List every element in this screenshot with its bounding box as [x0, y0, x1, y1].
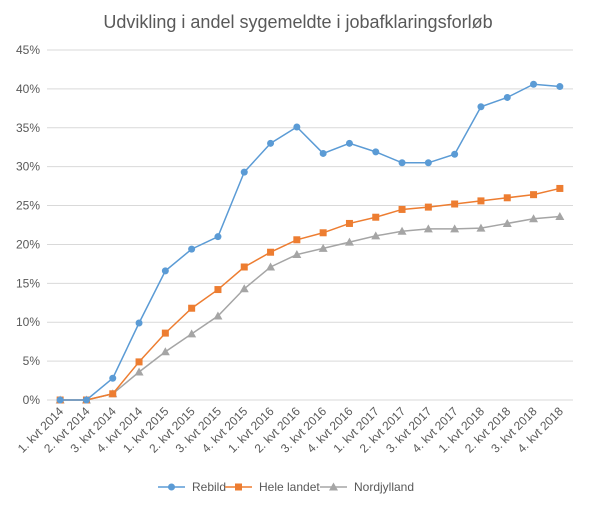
data-point-nordjylland [423, 224, 433, 233]
data-point-rebild [556, 83, 564, 91]
data-point-hele-landet [503, 194, 511, 202]
series-nordjylland [55, 211, 565, 404]
y-tick-label: 40% [16, 82, 40, 96]
data-point-rebild [82, 396, 90, 404]
series-hele-landet [56, 184, 564, 404]
data-point-rebild [135, 319, 143, 327]
data-point-rebild [240, 168, 248, 176]
data-point-nordjylland [134, 367, 144, 376]
series-line-hele-landet [60, 187, 561, 401]
y-tick-label: 35% [16, 121, 40, 135]
data-point-hele-landet [398, 205, 406, 213]
data-point-hele-landet [372, 213, 380, 221]
chart-title: Udvikling i andel sygemeldte i jobafklar… [103, 12, 492, 32]
legend-item-rebild: Rebild [158, 480, 226, 494]
y-tick-label: 0% [23, 393, 41, 407]
y-tick-label: 30% [16, 160, 40, 174]
data-point-rebild [161, 267, 169, 275]
series-rebild [56, 80, 564, 404]
data-point-hele-landet [161, 329, 169, 337]
data-point-hele-landet [424, 203, 432, 211]
y-tick-label: 45% [16, 43, 40, 57]
data-point-rebild [372, 148, 380, 156]
data-point-nordjylland [318, 243, 328, 252]
data-point-rebild [530, 80, 538, 88]
legend-marker [235, 483, 242, 491]
data-point-hele-landet [293, 236, 301, 244]
data-point-nordjylland [239, 284, 249, 293]
data-point-nordjylland [555, 211, 565, 220]
data-point-hele-landet [556, 184, 564, 192]
legend-marker [168, 483, 175, 491]
legend: Rebild Hele landet Nordjylland [158, 480, 414, 494]
data-point-rebild [319, 149, 327, 157]
data-point-nordjylland [529, 214, 539, 223]
data-point-rebild [109, 374, 117, 382]
data-point-rebild [188, 245, 196, 253]
data-point-rebild [345, 139, 353, 147]
data-point-hele-landet [345, 219, 353, 227]
data-point-rebild [293, 123, 301, 131]
legend-item-nordjylland: Nordjylland [320, 480, 414, 494]
data-point-nordjylland [213, 311, 223, 320]
data-point-rebild [214, 233, 222, 241]
data-point-rebild [477, 103, 485, 111]
data-point-rebild [267, 139, 275, 147]
y-tick-label: 15% [16, 276, 40, 290]
legend-label: Hele landet [259, 480, 320, 494]
series-line-nordjylland [60, 215, 560, 401]
legend-label: Rebild [192, 480, 226, 494]
y-tick-label: 5% [23, 354, 41, 368]
y-axis-ticks: 0% 5% 10% 15% 20% 25% 30% 35% 40% 45% [16, 43, 40, 407]
y-tick-label: 25% [16, 199, 40, 213]
data-point-hele-landet [214, 286, 222, 294]
legend-marker [329, 482, 338, 491]
data-point-rebild [56, 396, 64, 404]
data-point-hele-landet [530, 191, 538, 199]
gridlines [47, 49, 573, 401]
data-point-rebild [398, 159, 406, 167]
data-point-rebild [503, 93, 511, 101]
data-point-nordjylland [397, 226, 407, 235]
data-point-nordjylland [502, 218, 512, 227]
data-point-hele-landet [109, 390, 117, 398]
data-point-nordjylland [266, 262, 276, 271]
data-point-nordjylland [371, 231, 381, 240]
series-lines [55, 80, 565, 404]
data-point-hele-landet [240, 263, 248, 271]
data-point-hele-landet [188, 304, 196, 312]
data-point-rebild [424, 159, 432, 167]
data-point-hele-landet [267, 248, 275, 256]
data-point-rebild [451, 150, 459, 158]
data-point-nordjylland [476, 223, 486, 232]
data-point-nordjylland [292, 250, 302, 259]
data-point-nordjylland [187, 329, 197, 338]
data-point-hele-landet [319, 229, 327, 237]
data-point-nordjylland [160, 347, 170, 356]
series-line-rebild [60, 83, 560, 401]
data-point-nordjylland [344, 237, 354, 246]
data-point-hele-landet [135, 358, 143, 366]
legend-item-hele-landet: Hele landet [225, 480, 320, 494]
data-point-nordjylland [450, 224, 460, 233]
y-tick-label: 20% [16, 237, 40, 251]
data-point-hele-landet [477, 197, 485, 205]
legend-label: Nordjylland [354, 480, 414, 494]
y-tick-label: 10% [16, 315, 40, 329]
data-point-hele-landet [451, 200, 459, 208]
